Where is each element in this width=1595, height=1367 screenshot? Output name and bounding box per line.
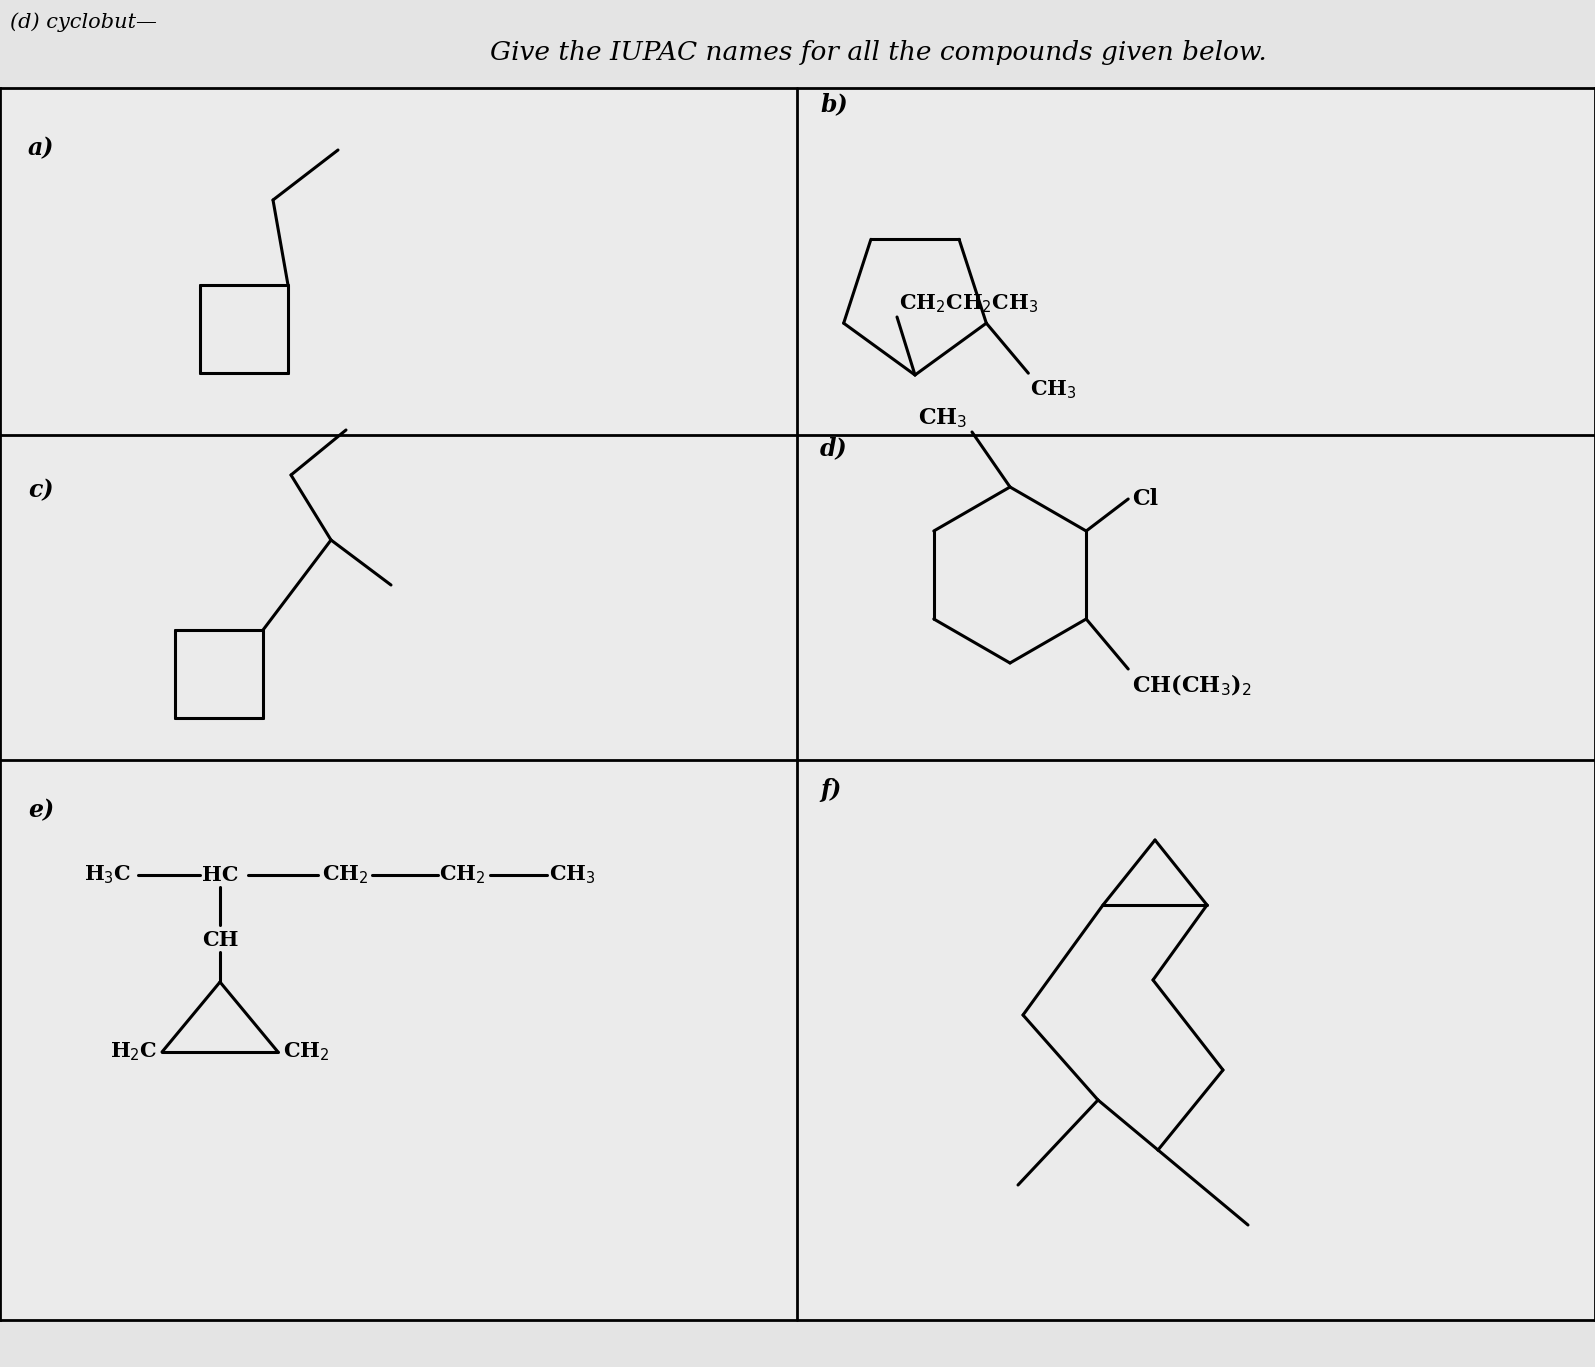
Text: Give the IUPAC names for all the compounds given below.: Give the IUPAC names for all the compoun… xyxy=(490,40,1266,64)
Text: H$_2$C: H$_2$C xyxy=(110,1040,156,1064)
Text: CH: CH xyxy=(201,930,238,950)
Text: HC: HC xyxy=(201,865,238,884)
Text: b): b) xyxy=(820,92,847,116)
Text: CH$_2$: CH$_2$ xyxy=(322,864,368,886)
Text: d): d) xyxy=(820,436,847,461)
Text: f): f) xyxy=(820,778,841,802)
Text: Cl: Cl xyxy=(1132,488,1158,510)
Text: CH$_2$: CH$_2$ xyxy=(282,1040,330,1064)
Text: CH$_2$CH$_2$CH$_3$: CH$_2$CH$_2$CH$_3$ xyxy=(900,293,1038,314)
Text: CH(CH$_3$)$_2$: CH(CH$_3$)$_2$ xyxy=(1132,673,1252,699)
Text: CH$_3$: CH$_3$ xyxy=(917,406,967,431)
Text: CH$_3$: CH$_3$ xyxy=(1030,379,1077,401)
Text: CH$_3$: CH$_3$ xyxy=(549,864,595,886)
Text: H$_3$C: H$_3$C xyxy=(85,864,132,886)
Polygon shape xyxy=(0,87,1595,1321)
Text: e): e) xyxy=(29,798,54,822)
Text: a): a) xyxy=(29,135,54,160)
Text: CH$_2$: CH$_2$ xyxy=(439,864,485,886)
Text: (d) cyclobut—: (d) cyclobut— xyxy=(10,12,156,31)
Text: c): c) xyxy=(29,478,54,502)
